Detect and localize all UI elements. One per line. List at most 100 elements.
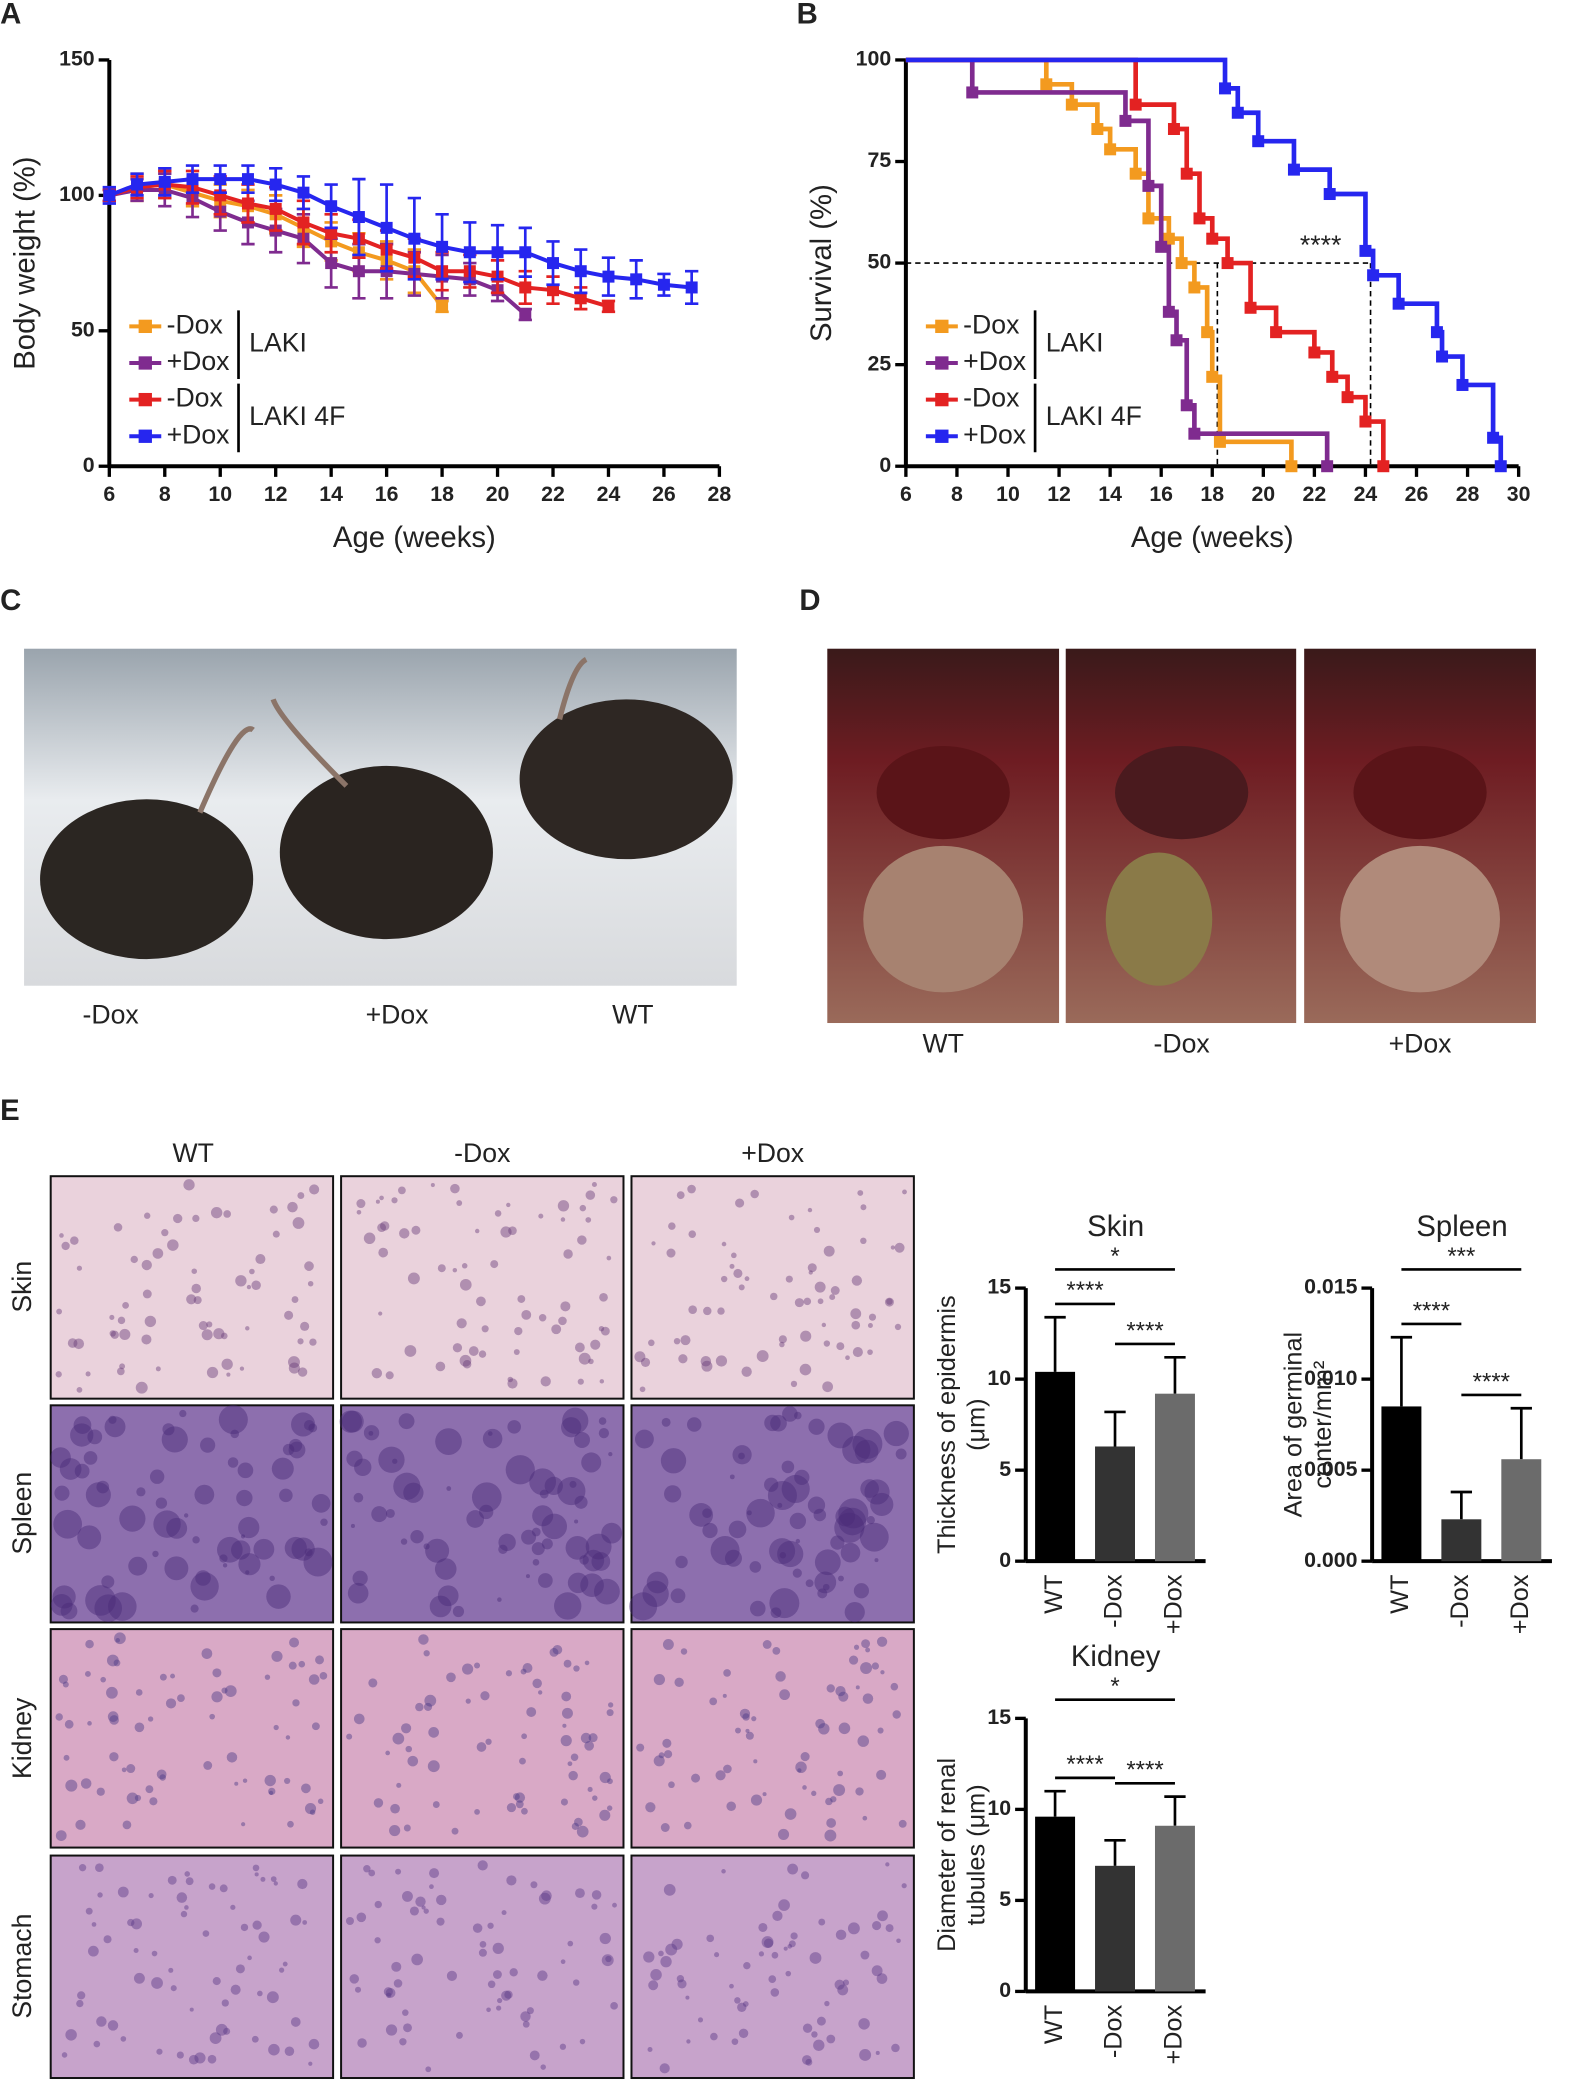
photo-label: -Dox xyxy=(1154,1029,1211,1059)
tissue-texture xyxy=(292,1217,305,1229)
data-point xyxy=(241,173,254,186)
error-bar xyxy=(1450,1490,1473,1520)
data-point xyxy=(436,300,449,313)
tissue-texture xyxy=(398,1413,415,1430)
tissue-texture xyxy=(399,2038,407,2046)
tissue-texture xyxy=(87,1945,99,1957)
tissue-texture xyxy=(795,1761,807,1774)
tissue-texture xyxy=(84,1671,91,1677)
tissue-texture xyxy=(385,1750,390,1756)
tissue-texture xyxy=(860,1204,867,1211)
tissue-texture xyxy=(864,1479,890,1505)
tissue-texture xyxy=(436,1917,445,1926)
tissue-texture xyxy=(106,1686,118,1699)
censor-mark xyxy=(1231,106,1244,119)
x-tick-label: 12 xyxy=(264,482,288,506)
error-bar xyxy=(1104,1410,1126,1447)
tissue-texture xyxy=(826,1818,837,1828)
tissue-texture xyxy=(876,1636,888,1647)
tissue-texture xyxy=(353,1713,365,1725)
censor-mark xyxy=(1142,212,1155,225)
tissue-texture xyxy=(860,1237,867,1245)
tissue-texture xyxy=(56,1308,63,1315)
tissue-texture xyxy=(167,1875,177,1885)
tissue-texture xyxy=(405,1745,412,1753)
tissue-texture xyxy=(238,1516,260,1539)
tissue-texture xyxy=(302,1920,308,1925)
tissue-texture xyxy=(563,1659,572,1668)
tissue-texture xyxy=(103,1935,112,1944)
tissue-texture xyxy=(643,1951,655,1963)
tissue-texture xyxy=(770,1414,787,1432)
tissue-texture xyxy=(476,1742,487,1752)
tissue-texture xyxy=(356,1209,362,1215)
tissue-texture xyxy=(195,1570,211,1586)
tissue-texture xyxy=(452,1605,465,1618)
tissue-texture xyxy=(723,1669,731,1677)
data-point xyxy=(630,273,643,286)
tissue-texture xyxy=(702,1508,712,1519)
x-tick-label: 26 xyxy=(1405,482,1429,506)
tissue-texture xyxy=(668,1222,676,1230)
data-point xyxy=(408,232,421,245)
tissue-texture xyxy=(803,1297,812,1306)
tissue-texture xyxy=(76,1999,84,2008)
tissue-texture xyxy=(378,1247,389,1258)
tissue-texture xyxy=(701,1360,713,1372)
tissue-image xyxy=(340,1854,625,2080)
y-tick-label: 0.000 xyxy=(1304,1548,1357,1572)
tissue-image xyxy=(49,1854,335,2080)
tissue-texture xyxy=(538,1573,553,1588)
tissue-texture xyxy=(529,1468,557,1496)
tissue-texture xyxy=(782,1406,798,1422)
data-point xyxy=(547,257,560,270)
tissue-texture xyxy=(304,1548,313,1557)
tissue-texture xyxy=(437,1264,446,1273)
tissue-texture xyxy=(289,1438,303,1452)
tissue-texture xyxy=(144,1212,151,1219)
tissue-texture xyxy=(814,1571,837,1594)
tissue-image xyxy=(630,1175,915,1400)
tissue-texture xyxy=(85,1639,94,1649)
tissue-texture xyxy=(653,1673,666,1686)
tissue-texture xyxy=(770,1292,778,1301)
tissue-texture xyxy=(663,1884,676,1896)
tissue-texture xyxy=(185,1877,194,1886)
y-axis-title: (μm) xyxy=(963,1398,991,1451)
tissue-texture xyxy=(288,1362,300,1374)
tissue-texture xyxy=(410,1530,424,1544)
tissue-texture xyxy=(673,1337,681,1345)
tissue-texture xyxy=(792,1568,802,1578)
annotation: **** xyxy=(1300,230,1341,260)
tissue-texture xyxy=(729,1983,734,1989)
x-tick-label: WT xyxy=(1040,2005,1068,2044)
tissue-texture xyxy=(738,2028,749,2039)
tissue-texture xyxy=(703,1306,712,1316)
tissue-texture xyxy=(521,1807,528,1815)
censor-mark xyxy=(1065,98,1078,111)
tissue-texture xyxy=(702,1522,718,1539)
tissue-texture xyxy=(201,1329,213,1341)
tissue-texture xyxy=(290,2017,301,2027)
tissue-texture xyxy=(156,1769,167,1780)
tissue-texture xyxy=(141,1259,152,1271)
data-point xyxy=(103,189,116,202)
tissue-texture xyxy=(779,1341,785,1348)
tissue-texture xyxy=(890,1682,899,1691)
tissue-texture xyxy=(127,1918,135,1927)
tissue-texture xyxy=(826,2034,836,2044)
tissue-texture xyxy=(159,1774,166,1781)
bar xyxy=(1035,1371,1076,1562)
tissue-texture xyxy=(877,1910,888,1922)
tissue-texture xyxy=(772,1646,781,1655)
tissue-texture xyxy=(251,2035,259,2043)
tissue-texture xyxy=(722,1693,727,1698)
tissue-texture xyxy=(109,1715,119,1725)
data-point xyxy=(297,216,310,229)
censor-mark xyxy=(1219,82,1232,95)
tissue-texture xyxy=(560,1217,566,1222)
tissue-texture xyxy=(607,1778,613,1785)
tissue-texture xyxy=(114,1632,126,1645)
censor-mark xyxy=(1188,427,1201,440)
tissue-texture xyxy=(857,1735,870,1747)
